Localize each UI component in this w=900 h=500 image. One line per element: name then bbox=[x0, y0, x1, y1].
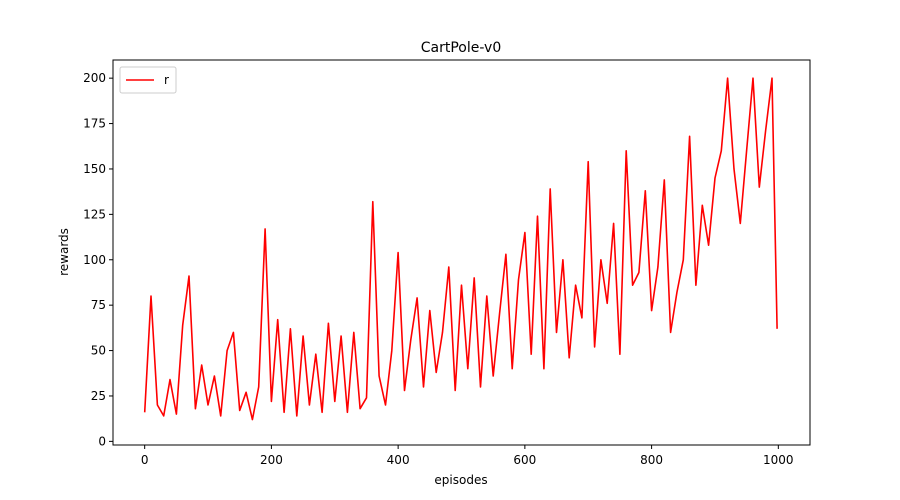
chart-title: CartPole-v0 bbox=[421, 40, 501, 56]
y-tick-label: 200 bbox=[83, 71, 106, 85]
x-tick-label: 1000 bbox=[763, 453, 794, 467]
x-tick-label: 0 bbox=[141, 453, 149, 467]
x-tick-label: 200 bbox=[260, 453, 283, 467]
y-tick-label: 0 bbox=[98, 434, 106, 448]
series-line-r bbox=[143, 77, 778, 421]
x-tick-label: 400 bbox=[387, 453, 410, 467]
y-tick-label: 175 bbox=[83, 117, 106, 131]
y-tick-label: 125 bbox=[83, 207, 106, 221]
plot-frame bbox=[112, 59, 811, 446]
x-axis: 0 200 400 600 800 1000 bbox=[141, 445, 794, 467]
legend: r bbox=[119, 66, 177, 94]
x-axis-label: episodes bbox=[434, 473, 487, 487]
y-axis-label: rewards bbox=[57, 228, 71, 276]
x-tick-label: 800 bbox=[640, 453, 663, 467]
y-tick-label: 50 bbox=[91, 344, 106, 358]
x-tick-label: 600 bbox=[513, 453, 536, 467]
y-tick-label: 100 bbox=[83, 253, 106, 267]
y-axis: 0 25 50 75 100 125 150 175 200 bbox=[83, 71, 113, 448]
legend-label-r: r bbox=[164, 73, 169, 87]
y-tick-label: 25 bbox=[91, 389, 106, 403]
y-tick-label: 75 bbox=[91, 298, 106, 312]
y-tick-label: 150 bbox=[83, 162, 106, 176]
